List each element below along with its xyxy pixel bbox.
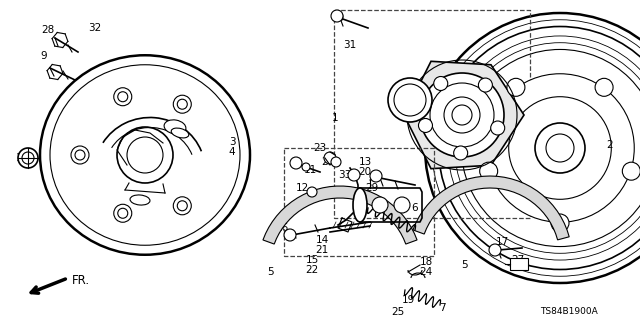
Ellipse shape: [164, 120, 186, 134]
Ellipse shape: [130, 195, 150, 205]
Circle shape: [114, 88, 132, 106]
Text: 6: 6: [412, 203, 419, 213]
Text: 5: 5: [267, 267, 273, 277]
Circle shape: [348, 169, 360, 181]
Circle shape: [479, 162, 498, 180]
Text: 4: 4: [228, 147, 236, 157]
Circle shape: [307, 187, 317, 197]
Circle shape: [127, 137, 163, 173]
Text: 2: 2: [607, 140, 613, 150]
Text: 7: 7: [438, 303, 445, 313]
Circle shape: [388, 78, 432, 122]
Polygon shape: [263, 186, 417, 244]
Text: 18: 18: [419, 257, 433, 267]
Circle shape: [478, 78, 492, 92]
Text: 33: 33: [339, 170, 351, 180]
Bar: [284, 148, 434, 256]
Text: FR.: FR.: [72, 274, 90, 286]
Circle shape: [425, 13, 640, 283]
Circle shape: [509, 97, 611, 199]
Text: 14: 14: [316, 235, 328, 245]
Ellipse shape: [353, 188, 367, 222]
Ellipse shape: [172, 128, 189, 138]
Text: 20: 20: [358, 167, 372, 177]
Circle shape: [284, 229, 296, 241]
Text: 22: 22: [305, 265, 319, 275]
Circle shape: [430, 83, 494, 147]
Circle shape: [551, 214, 569, 232]
Circle shape: [331, 157, 341, 167]
Text: 29: 29: [365, 183, 379, 193]
Text: 26: 26: [321, 157, 335, 167]
Circle shape: [331, 10, 343, 22]
Circle shape: [118, 92, 128, 102]
Polygon shape: [404, 61, 524, 169]
Text: 32: 32: [88, 23, 102, 33]
Text: 3: 3: [228, 137, 236, 147]
Circle shape: [546, 134, 574, 162]
Circle shape: [71, 146, 89, 164]
Text: 11: 11: [303, 165, 317, 175]
Circle shape: [370, 170, 382, 182]
Circle shape: [372, 197, 388, 213]
Circle shape: [452, 105, 472, 125]
Circle shape: [394, 84, 426, 116]
Ellipse shape: [40, 55, 250, 255]
Text: 10: 10: [15, 153, 29, 163]
Text: 17: 17: [495, 237, 509, 247]
Text: 19: 19: [401, 295, 415, 305]
Text: 9: 9: [41, 51, 47, 61]
Circle shape: [324, 152, 336, 164]
Text: 1: 1: [332, 113, 339, 123]
Text: 5: 5: [461, 260, 468, 270]
Circle shape: [18, 148, 38, 168]
Circle shape: [173, 95, 191, 113]
Text: 23: 23: [314, 143, 326, 153]
Circle shape: [595, 78, 613, 96]
Text: 8: 8: [438, 197, 445, 207]
Circle shape: [507, 78, 525, 96]
Circle shape: [118, 208, 128, 218]
Circle shape: [486, 74, 634, 222]
Circle shape: [419, 118, 433, 132]
Bar: [510, 258, 528, 270]
Text: 25: 25: [392, 307, 404, 317]
Circle shape: [75, 150, 85, 160]
Circle shape: [177, 201, 188, 211]
Bar: [334, 10, 530, 218]
Circle shape: [173, 197, 191, 215]
Circle shape: [491, 121, 505, 135]
Polygon shape: [413, 176, 569, 240]
Text: 27: 27: [511, 255, 525, 265]
Circle shape: [302, 163, 310, 171]
Text: 12: 12: [296, 183, 308, 193]
Circle shape: [22, 152, 34, 164]
Circle shape: [444, 97, 480, 133]
Text: 24: 24: [419, 267, 433, 277]
Ellipse shape: [50, 65, 240, 245]
Circle shape: [114, 204, 132, 222]
Circle shape: [535, 123, 585, 173]
Text: 30: 30: [332, 13, 344, 23]
Text: 13: 13: [358, 157, 372, 167]
Circle shape: [394, 197, 410, 213]
Circle shape: [117, 127, 173, 183]
Circle shape: [177, 99, 188, 109]
Circle shape: [290, 157, 302, 169]
Circle shape: [622, 162, 640, 180]
Circle shape: [489, 244, 501, 256]
Text: 15: 15: [305, 255, 319, 265]
Text: TS84B1900A: TS84B1900A: [540, 308, 598, 316]
Circle shape: [434, 76, 448, 91]
Text: 21: 21: [316, 245, 328, 255]
Text: 16: 16: [275, 223, 289, 233]
Circle shape: [420, 73, 504, 157]
Text: 28: 28: [42, 25, 54, 35]
Text: 31: 31: [344, 40, 356, 50]
Circle shape: [454, 146, 468, 160]
